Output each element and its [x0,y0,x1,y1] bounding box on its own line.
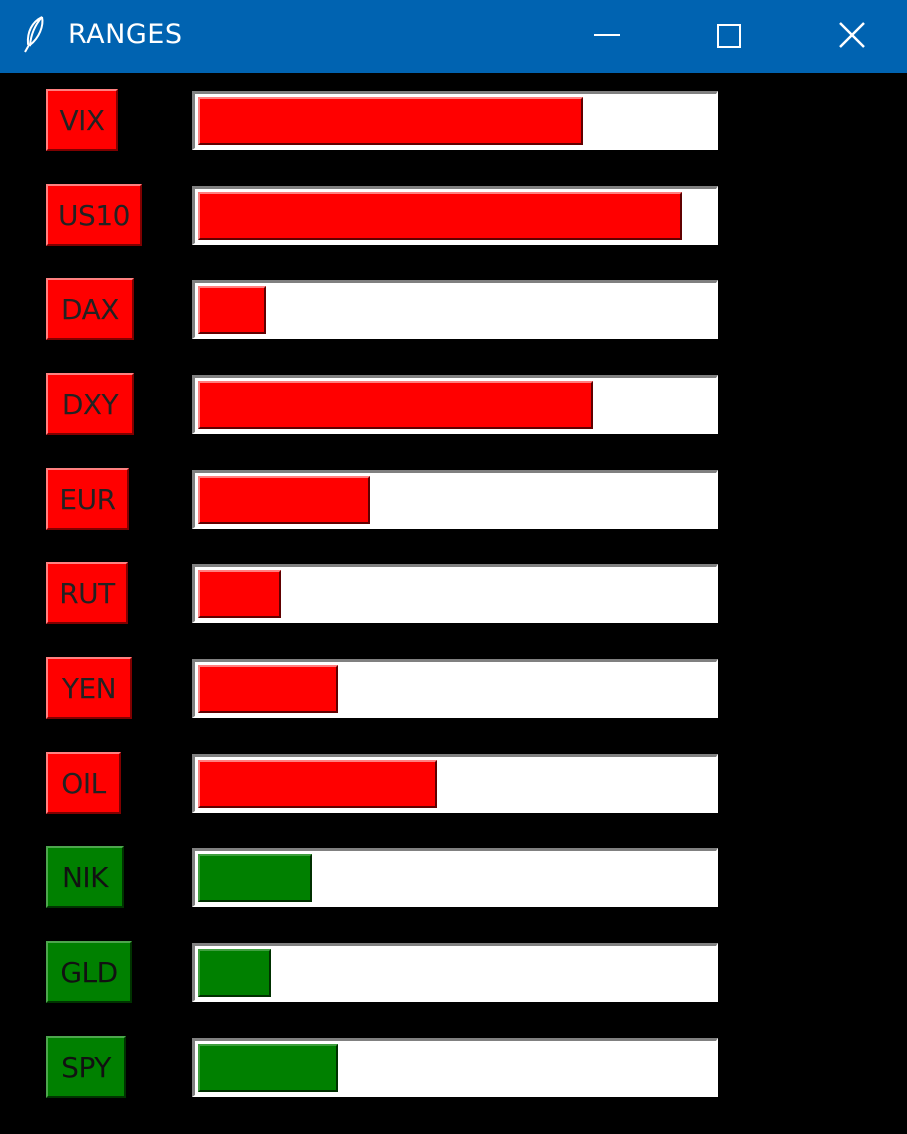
range-row-spy: SPY [0,1020,907,1086]
label-button-yen[interactable]: YEN [46,657,132,719]
maximize-icon [668,0,788,73]
progress-bar-us10 [192,186,718,245]
window-title: RANGES [68,17,182,53]
range-row-vix: VIX [0,73,907,139]
minimize-icon [547,0,667,73]
range-row-rut: RUT [0,546,907,612]
range-row-oil: OIL [0,736,907,802]
label-button-gld[interactable]: GLD [46,941,132,1003]
progress-fill-yen [198,665,338,713]
progress-fill-oil [198,760,437,808]
label-button-vix[interactable]: VIX [46,89,118,151]
range-row-dxy: DXY [0,357,907,423]
progress-bar-vix [192,91,718,150]
progress-bar-nik [192,848,718,907]
progress-fill-rut [198,570,281,618]
progress-fill-dax [198,286,266,334]
progress-fill-vix [198,97,583,145]
feather-icon [22,14,48,54]
minimize-button[interactable] [547,0,667,73]
label-button-oil[interactable]: OIL [46,752,121,814]
progress-fill-nik [198,854,312,902]
progress-bar-rut [192,564,718,623]
range-row-gld: GLD [0,925,907,991]
progress-bar-dxy [192,375,718,434]
progress-fill-dxy [198,381,593,429]
progress-fill-us10 [198,192,682,240]
close-icon [789,0,907,73]
ranges-panel: VIX US10 DAX DXY EUR RUT YEN OIL NIK GLD SPY [0,73,907,1134]
progress-bar-eur [192,470,718,529]
title-bar[interactable]: RANGES [0,0,907,73]
label-button-eur[interactable]: EUR [46,468,129,530]
range-row-nik: NIK [0,830,907,896]
label-button-nik[interactable]: NIK [46,846,124,908]
range-row-yen: YEN [0,641,907,707]
progress-bar-gld [192,943,718,1002]
progress-bar-yen [192,659,718,718]
label-button-dxy[interactable]: DXY [46,373,134,435]
label-button-spy[interactable]: SPY [46,1036,126,1098]
label-button-rut[interactable]: RUT [46,562,128,624]
progress-bar-spy [192,1038,718,1097]
close-button[interactable] [789,0,907,73]
maximize-button[interactable] [668,0,788,73]
progress-fill-spy [198,1044,338,1092]
progress-fill-eur [198,476,370,524]
label-button-dax[interactable]: DAX [46,278,134,340]
progress-bar-dax [192,280,718,339]
range-row-us10: US10 [0,168,907,234]
range-row-dax: DAX [0,262,907,328]
progress-bar-oil [192,754,718,813]
range-row-eur: EUR [0,452,907,518]
progress-fill-gld [198,949,271,997]
label-button-us10[interactable]: US10 [46,184,142,246]
